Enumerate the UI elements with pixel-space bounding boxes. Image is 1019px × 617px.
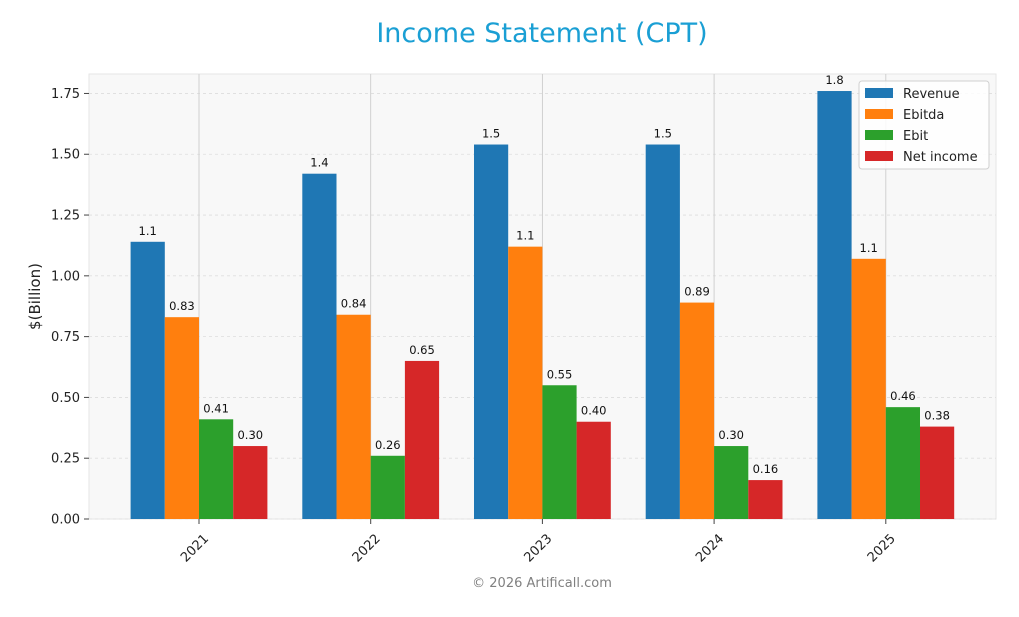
- data-label: 0.46: [890, 389, 916, 403]
- legend-swatch-ebitda: [865, 109, 893, 119]
- bar-ebitda: [508, 246, 543, 519]
- data-label: 1.1: [516, 229, 534, 243]
- bar-revenue: [302, 173, 337, 519]
- legend-label: Net income: [903, 150, 978, 165]
- x-tick-label: 2024: [693, 531, 727, 565]
- data-label: 1.8: [825, 73, 843, 87]
- data-label: 0.26: [375, 438, 401, 452]
- bar-ebitda: [164, 317, 199, 519]
- x-tick-label: 2022: [350, 531, 384, 565]
- legend-label: Revenue: [903, 87, 960, 102]
- data-label: 1.5: [482, 127, 500, 141]
- bar-revenue: [817, 91, 852, 520]
- y-tick-label: 0.75: [51, 330, 80, 345]
- x-tick-label: 2025: [865, 531, 899, 565]
- legend-swatch-net-income: [865, 151, 893, 161]
- legend-swatch-revenue: [865, 88, 893, 98]
- data-label: 1.1: [139, 224, 157, 238]
- data-label: 0.55: [547, 367, 573, 381]
- data-label: 1.5: [654, 127, 672, 141]
- bar-ebit: [714, 446, 749, 519]
- x-tick-label: 2023: [521, 531, 555, 565]
- bar-ebit: [885, 407, 920, 519]
- x-tick-label: 2021: [178, 531, 212, 565]
- data-label: 0.30: [237, 428, 263, 442]
- data-label: 0.30: [718, 428, 744, 442]
- data-label: 0.38: [924, 409, 950, 423]
- y-tick-label: 1.00: [51, 269, 80, 284]
- data-label: 0.40: [581, 404, 607, 418]
- bar-net-income: [748, 480, 783, 519]
- y-tick-label: 1.75: [51, 87, 80, 102]
- y-tick-label: 0.50: [51, 391, 80, 406]
- data-label: 0.65: [409, 343, 435, 357]
- bar-revenue: [130, 241, 165, 520]
- bar-ebitda: [851, 258, 886, 519]
- bar-net-income: [233, 446, 268, 519]
- y-tick-label: 1.50: [51, 148, 80, 163]
- bar-revenue: [645, 144, 680, 520]
- y-tick-label: 0.25: [51, 452, 80, 467]
- bar-revenue: [474, 144, 509, 520]
- data-label: 1.1: [860, 241, 878, 255]
- legend-label: Ebit: [903, 129, 928, 144]
- data-label: 0.84: [341, 297, 367, 311]
- bar-ebit: [542, 385, 577, 519]
- y-tick-label: 0.00: [51, 513, 80, 528]
- legend-label: Ebitda: [903, 108, 944, 123]
- watermark: © 2026 Artificall.com: [472, 576, 612, 591]
- legend: [858, 80, 990, 170]
- bar-ebit: [199, 419, 234, 519]
- bar-net-income: [576, 421, 611, 519]
- data-label: 1.4: [310, 156, 328, 170]
- data-label: 0.89: [684, 285, 710, 299]
- data-label: 0.41: [203, 401, 229, 415]
- y-tick-label: 1.25: [51, 209, 80, 224]
- bar-ebitda: [679, 302, 715, 519]
- chart-title: Income Statement (CPT): [376, 18, 708, 49]
- data-label: 0.16: [753, 462, 779, 476]
- bar-ebitda: [336, 314, 371, 519]
- bar-net-income: [920, 426, 955, 519]
- legend-swatch-ebit: [865, 130, 893, 140]
- bar-net-income: [404, 360, 440, 519]
- bar-ebit: [370, 455, 405, 519]
- data-label: 0.83: [169, 299, 195, 313]
- y-axis-label: $(Billion): [26, 263, 44, 330]
